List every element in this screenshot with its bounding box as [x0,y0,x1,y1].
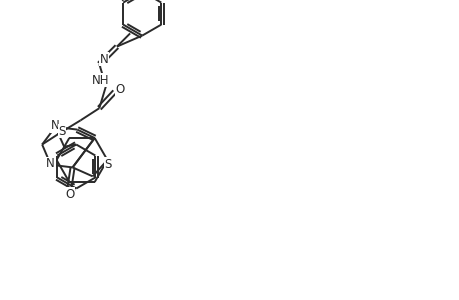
Text: S: S [58,125,65,138]
Text: NH: NH [92,74,109,87]
Text: O: O [65,188,74,201]
Text: N: N [51,119,60,132]
Text: S: S [105,158,112,170]
Text: N: N [46,157,55,170]
Text: N: N [100,53,108,66]
Text: O: O [115,83,124,96]
